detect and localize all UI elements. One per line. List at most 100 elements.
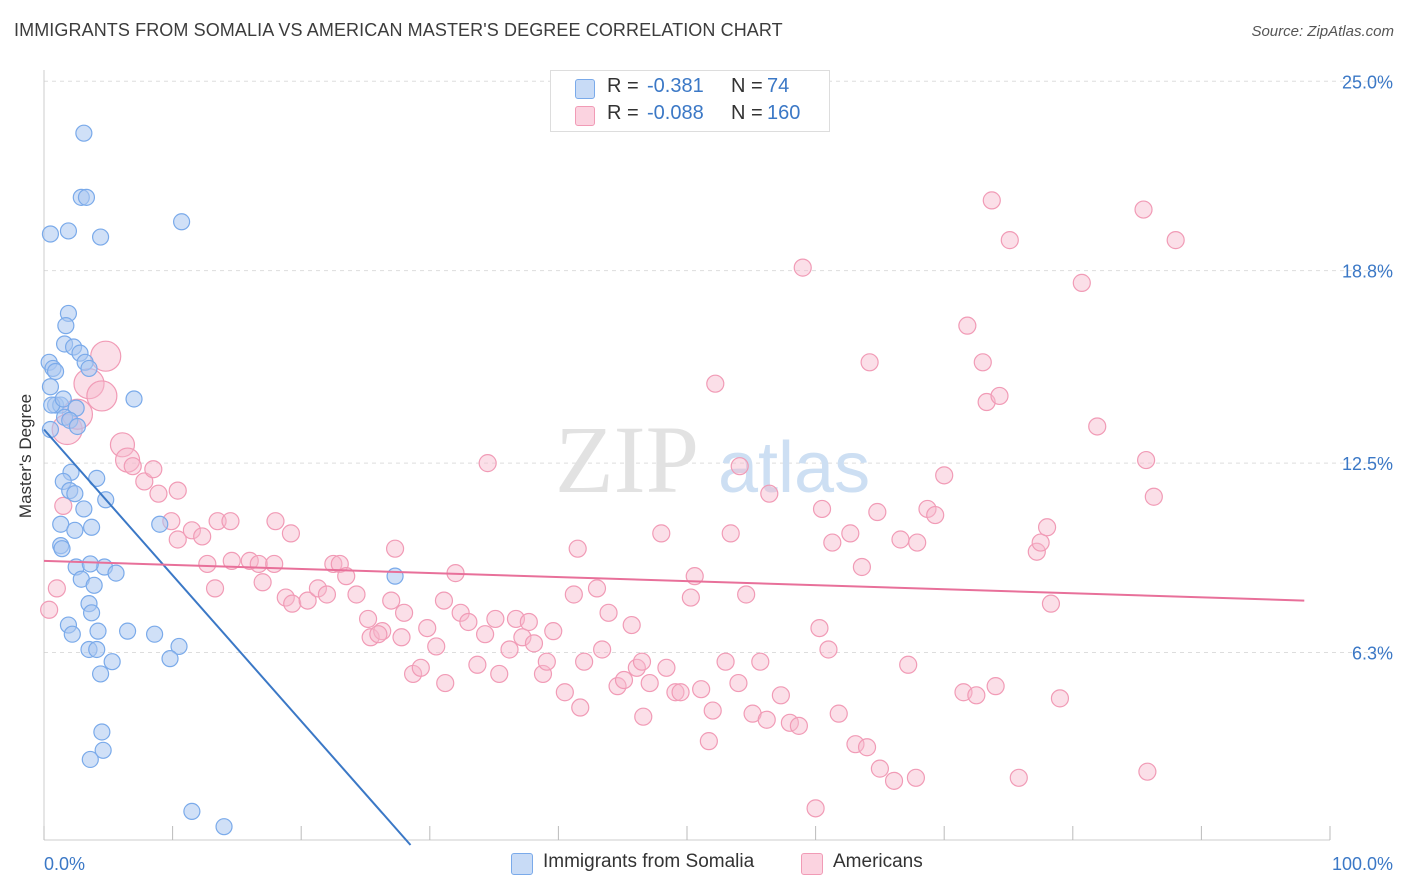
- somalia-point: [91, 228, 110, 246]
- americans-point: [524, 634, 544, 653]
- legend-n-label: N =: [731, 102, 763, 124]
- legend-n-value: 160: [767, 102, 801, 124]
- americans-point: [249, 554, 268, 574]
- y-tick-label: 12.5%: [1342, 454, 1393, 474]
- americans-point: [555, 683, 574, 702]
- americans-point: [986, 677, 1005, 696]
- somalia-point: [75, 124, 93, 142]
- americans-point: [681, 588, 700, 607]
- americans-point: [427, 637, 446, 656]
- americans-point: [884, 771, 904, 790]
- americans-point: [1138, 762, 1157, 781]
- somalia-point: [170, 637, 188, 656]
- somalia-point: [80, 359, 98, 378]
- americans-point: [513, 628, 532, 647]
- somalia-point: [215, 818, 233, 836]
- legend-swatch-americans: [575, 106, 595, 126]
- americans-point: [652, 524, 671, 543]
- somalia-point: [59, 222, 78, 240]
- gridlines: [44, 80, 1392, 654]
- americans-point: [634, 707, 653, 726]
- americans-point: [544, 622, 563, 641]
- y-tick-label: 6.3%: [1352, 644, 1393, 664]
- americans-point: [737, 585, 756, 604]
- americans-point: [599, 603, 618, 622]
- americans-point: [967, 686, 986, 705]
- americans-point: [703, 701, 722, 720]
- americans-points: [40, 191, 1185, 818]
- legend-r-label: R =: [607, 102, 639, 124]
- somalia-point: [77, 188, 96, 206]
- americans-point: [729, 673, 748, 693]
- somalia-point: [183, 802, 201, 820]
- watermark-zip: ZIP: [555, 406, 699, 513]
- tick-labels: 6.3% 12.5% 18.8% 25.0% 0.0% 100.0%: [44, 72, 1393, 874]
- americans-point: [906, 768, 926, 787]
- americans-point: [123, 457, 142, 476]
- americans-point: [149, 484, 168, 503]
- americans-point: [640, 673, 659, 693]
- americans-point: [385, 539, 405, 558]
- americans-point: [144, 460, 163, 479]
- watermark: ZIP atlas: [555, 406, 870, 513]
- americans-point: [222, 551, 241, 570]
- americans-point: [899, 655, 918, 674]
- americans-point: [475, 625, 495, 644]
- americans-point: [852, 557, 871, 577]
- americans-point: [990, 386, 1009, 406]
- somalia-point: [88, 469, 106, 487]
- americans-point: [135, 472, 154, 491]
- americans-point: [721, 524, 740, 543]
- somalia-point: [173, 213, 191, 231]
- x-tick-label: 0.0%: [44, 854, 85, 874]
- americans-trend-line: [43, 559, 1305, 602]
- americans-point: [478, 454, 497, 473]
- legend-r-value: -0.381: [647, 75, 704, 97]
- trend-lines: [43, 428, 1305, 846]
- americans-point: [593, 640, 612, 659]
- americans-point: [490, 664, 509, 684]
- americans-point: [860, 353, 879, 372]
- americans-point: [411, 658, 430, 677]
- somalia-point: [52, 515, 70, 533]
- americans-point: [982, 191, 1001, 210]
- americans-point: [1144, 487, 1163, 506]
- somalia-points: [40, 124, 404, 836]
- somalia-point: [151, 515, 169, 533]
- americans-point: [671, 683, 690, 702]
- americans-point: [841, 524, 860, 543]
- source-label: Source: ZipAtlas.com: [1251, 23, 1394, 40]
- somalia-point: [107, 564, 125, 582]
- americans-point: [789, 716, 808, 735]
- americans-point: [632, 652, 652, 671]
- somalia-point: [41, 378, 60, 396]
- americans-point: [418, 618, 437, 638]
- americans-point: [846, 735, 865, 754]
- americans-point: [1041, 594, 1061, 613]
- americans-point: [793, 258, 812, 277]
- americans-point: [1027, 542, 1046, 561]
- americans-point: [392, 628, 411, 647]
- americans-point: [468, 655, 487, 674]
- americans-point: [857, 738, 877, 757]
- americans-point: [519, 612, 538, 632]
- americans-point: [208, 512, 227, 531]
- americans-point: [868, 502, 887, 522]
- americans-point: [1088, 417, 1107, 436]
- americans-point: [47, 579, 66, 598]
- americans-point: [281, 524, 301, 543]
- bottom-legend-swatch-somalia: [511, 853, 533, 875]
- americans-point: [205, 579, 225, 598]
- americans-point: [1166, 231, 1185, 250]
- americans-point: [358, 609, 378, 629]
- americans-point: [730, 457, 749, 476]
- somalia-point: [103, 653, 121, 671]
- americans-point: [198, 554, 217, 574]
- bottom-legend-label-somalia: Immigrants from Somalia: [543, 851, 755, 872]
- somalia-point: [41, 225, 60, 243]
- watermark-atlas: atlas: [718, 428, 870, 508]
- americans-point: [436, 673, 455, 693]
- americans-point: [870, 759, 890, 778]
- americans-point: [394, 603, 414, 622]
